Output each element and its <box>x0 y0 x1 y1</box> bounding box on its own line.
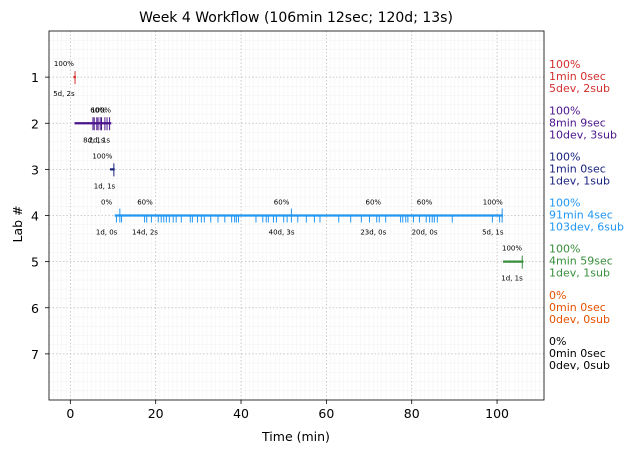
lab-4-note-label: 40d, 3s <box>269 229 295 237</box>
lab-6-summary-line: 0dev, 0sub <box>549 313 610 326</box>
y-axis-label: Lab # <box>10 205 25 242</box>
lab-4-percent-label: 60% <box>366 199 382 207</box>
lab-5-summary-line: 4min 59sec <box>549 255 613 268</box>
lab-1-percent-label: 100% <box>54 60 74 68</box>
lab-1-summary-line: 100% <box>549 58 580 71</box>
lab-4-percent-label: 60% <box>417 199 433 207</box>
lab-6-summary-line: 0% <box>549 289 566 302</box>
y-tick-label: 6 <box>31 301 39 316</box>
lab-5-note-label: 1d, 1s <box>501 275 523 283</box>
lab-4-note-label: 20d, 0s <box>412 229 438 237</box>
y-tick-label: 2 <box>31 116 39 131</box>
lab-4-summary-line: 100% <box>549 197 580 210</box>
lab-5-percent-label: 100% <box>502 245 522 253</box>
x-tick-label: 0 <box>66 406 74 421</box>
y-tick-label: 5 <box>31 255 39 270</box>
lab-3-percent-label: 100% <box>92 152 112 160</box>
lab-3-summary-line: 1dev, 1sub <box>549 174 610 187</box>
lab-4-note-label: 14d, 2s <box>132 229 158 237</box>
lab-1-summary-line: 1min 0sec <box>549 70 606 83</box>
lab-4-summary-line: 103dev, 6sub <box>549 221 624 234</box>
lab-5-summary-line: 1dev, 1sub <box>549 267 610 280</box>
lab-7-summary-line: 0dev, 0sub <box>549 359 610 372</box>
y-tick-label: 3 <box>31 162 39 177</box>
lab-2-summary-line: 100% <box>549 104 580 117</box>
x-tick-label: 100 <box>485 406 509 421</box>
axis-ticks: 0 20 40 60 80 100 1 2 3 4 5 6 7 <box>31 70 509 421</box>
y-tick-label: 7 <box>31 347 39 362</box>
lab-4-percent-label: 100% <box>483 199 503 207</box>
lab-4-note-label: 1d, 0s <box>96 229 118 237</box>
x-tick-label: 20 <box>148 406 164 421</box>
lab-4-summary-line: 91min 4sec <box>549 209 613 222</box>
lab-4-percent-label: 60% <box>137 199 153 207</box>
lab-2-note-label: 2d, 1s <box>89 136 111 144</box>
lab-1-summary-line: 5dev, 2sub <box>549 82 610 95</box>
lab-2-percent-label: 60% <box>90 106 106 114</box>
lab-2-summary-line: 8min 9sec <box>549 116 606 129</box>
x-axis-label: Time (min) <box>261 429 330 444</box>
lab-3-summary-line: 1min 0sec <box>549 162 606 175</box>
lab-2-percent-label: 100% <box>91 106 111 114</box>
lab-3-summary-line: 100% <box>549 150 580 163</box>
y-tick-label: 4 <box>31 209 39 224</box>
chart-title: Week 4 Workflow (106min 12sec; 120d; 13s… <box>139 10 453 26</box>
lab-2-note-label: 8d, 1s <box>83 136 105 144</box>
lab-7-summary-line: 0% <box>549 335 566 348</box>
x-tick-label: 60 <box>318 406 334 421</box>
y-tick-label: 1 <box>31 70 39 85</box>
x-tick-label: 80 <box>404 406 420 421</box>
lab-4-percent-label: 0% <box>101 199 112 207</box>
lab-3-note-label: 1d, 1s <box>94 182 116 190</box>
lab-4-note-label: 23d, 0s <box>360 229 386 237</box>
lab-4-note-label: 5d, 1s <box>482 229 504 237</box>
lab-4-percent-label: 60% <box>274 199 290 207</box>
x-tick-label: 40 <box>233 406 249 421</box>
lab-6-summary-line: 0min 0sec <box>549 301 606 314</box>
lab-1-note-label: 5d, 2s <box>53 90 75 98</box>
lab-5-summary-line: 100% <box>549 243 580 256</box>
lab-7-summary-line: 0min 0sec <box>549 347 606 360</box>
lab-2-summary-line: 10dev, 3sub <box>549 128 617 141</box>
